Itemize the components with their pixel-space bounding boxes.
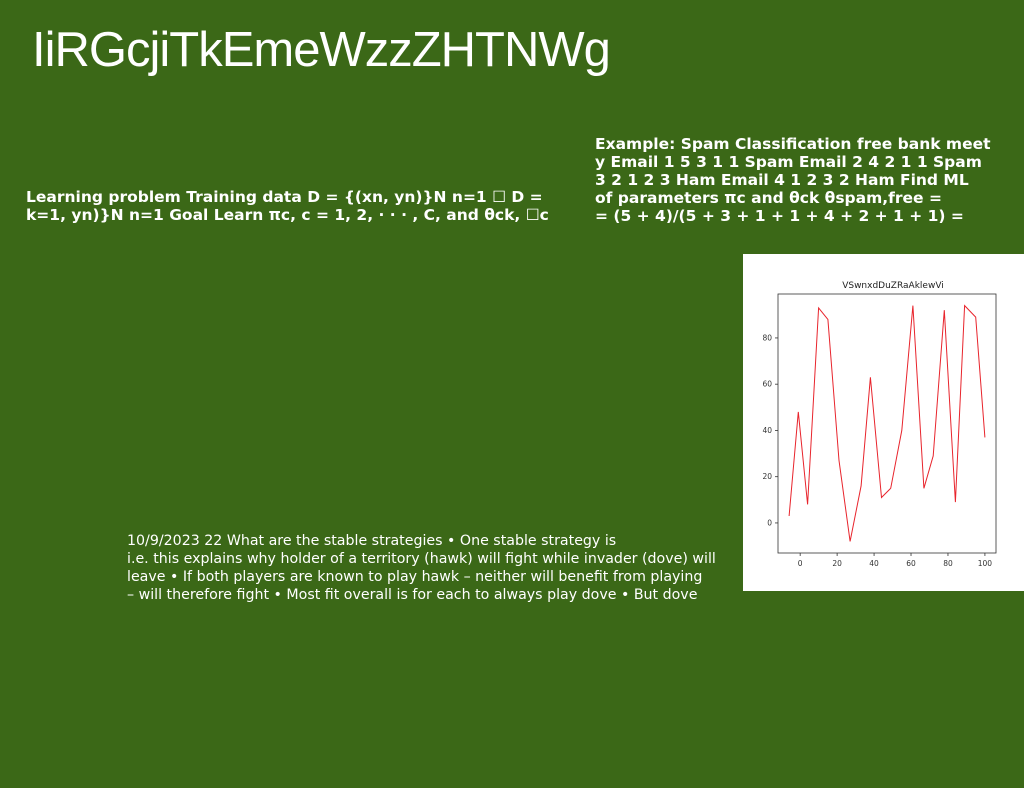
x-tick-label: 60 <box>906 559 916 568</box>
series-line <box>789 306 985 542</box>
chart-title: VSwnxdDuZRaAklewVi <box>842 281 944 291</box>
x-tick-label: 0 <box>798 559 803 568</box>
text-line: 3 2 1 2 3 Ham Email 4 1 2 3 2 Ham Find M… <box>595 171 991 189</box>
text-line: Learning problem Training data D = {(xn,… <box>26 188 549 206</box>
x-tick-label: 40 <box>869 559 879 568</box>
y-tick-label: 20 <box>762 472 772 481</box>
text-line: leave • If both players are known to pla… <box>127 568 716 586</box>
slide-title: IiRGcjiTkEmeWzzZHTNWg <box>32 22 610 78</box>
stable-strategies-text: 10/9/2023 22 What are the stable strateg… <box>127 532 716 604</box>
text-line: – will therefore fight • Most fit overal… <box>127 586 716 604</box>
text-line: Example: Spam Classification free bank m… <box>595 135 991 153</box>
learning-problem-text: Learning problem Training data D = {(xn,… <box>26 188 549 224</box>
y-tick-label: 40 <box>762 426 772 435</box>
line-chart-svg: VSwnxdDuZRaAklewVi 0 20 40 60 80 100 0 20 40 60 80 <box>743 254 1024 591</box>
x-tick-label: 100 <box>978 559 993 568</box>
spam-example-text: Example: Spam Classification free bank m… <box>595 135 991 225</box>
text-line: i.e. this explains why holder of a terri… <box>127 550 716 568</box>
line-chart: VSwnxdDuZRaAklewVi 0 20 40 60 80 100 0 20 40 60 80 <box>743 254 1024 591</box>
y-tick-label: 80 <box>762 333 772 342</box>
text-line: y Email 1 5 3 1 1 Spam Email 2 4 2 1 1 S… <box>595 153 991 171</box>
y-tick-label: 0 <box>767 518 772 527</box>
text-line: of parameters πc and θck θspam,free = <box>595 189 991 207</box>
x-tick-label: 20 <box>832 559 842 568</box>
y-tick-label: 60 <box>762 380 772 389</box>
text-line: 10/9/2023 22 What are the stable strateg… <box>127 532 716 550</box>
x-tick-label: 80 <box>943 559 953 568</box>
text-line: k=1, yn)}N n=1 Goal Learn πc, c = 1, 2, … <box>26 206 549 224</box>
text-line: = (5 + 4)/(5 + 3 + 1 + 1 + 4 + 2 + 1 + 1… <box>595 207 991 225</box>
